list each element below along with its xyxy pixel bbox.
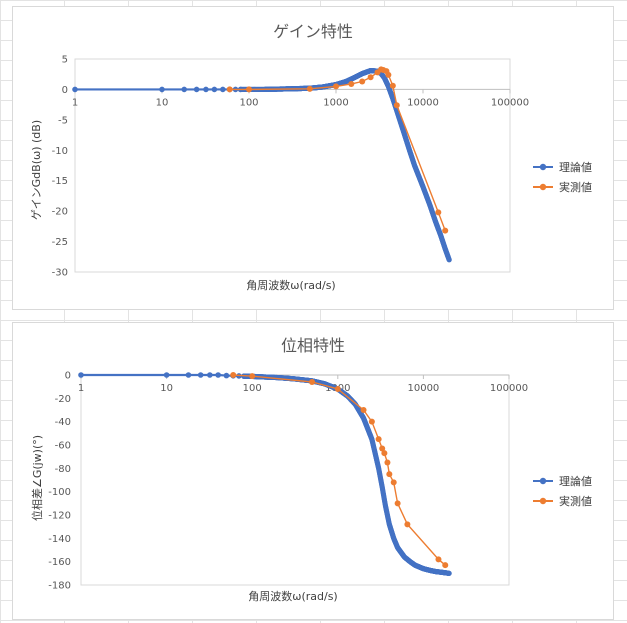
x-axis-label: 角周波数ω(rad/s) [248, 590, 337, 603]
y-tick-label: -15 [52, 176, 68, 187]
series-theory-point [203, 86, 209, 93]
x-tick-label: 10000 [407, 97, 439, 108]
series-measured-point [333, 83, 339, 90]
y-axis-label: ゲインGdB(ω) (dB) [30, 120, 43, 220]
chart-title: ゲイン特性 [273, 22, 353, 41]
series-measured-point [309, 379, 316, 385]
x-tick-label: 100000 [491, 97, 529, 108]
plot-area: 1101001000100001000000-20-40-60-80-100-1… [48, 371, 592, 592]
x-tick-label: 1 [72, 97, 78, 108]
y-tick-label: 0 [62, 85, 68, 96]
series-measured-point [442, 227, 449, 234]
series-measured-point [435, 556, 442, 563]
series-measured-point [385, 71, 392, 78]
y-tick-label: -80 [55, 464, 71, 475]
series-measured-point [386, 471, 393, 478]
y-tick-label: -160 [48, 557, 71, 568]
series-measured-line [229, 68, 446, 231]
series-measured-point [348, 80, 355, 87]
series-theory-point [446, 570, 452, 576]
legend-label: 理論値 [559, 160, 592, 174]
y-tick-label: -100 [48, 487, 71, 498]
legend-label: 理論値 [559, 474, 592, 488]
series-measured-point [334, 386, 341, 392]
legend-swatch-marker [539, 163, 547, 171]
legend-swatch-marker [539, 183, 547, 191]
series-measured-point [249, 373, 256, 380]
legend-label: 実測値 [559, 180, 592, 194]
y-axis-label: 位相差∠G(jw)(°) [30, 435, 44, 521]
series-theory-point [159, 86, 165, 93]
series-measured-point [367, 74, 374, 81]
series-theory-point [193, 86, 200, 93]
series-theory-point [207, 372, 213, 378]
x-tick-label: 100000 [490, 383, 528, 394]
series-theory-point [72, 86, 78, 93]
plot-area: 1 10 100 1000 10000 100000 5 0 -5 -10 -15 -20 -25 -30… [52, 55, 592, 279]
y-tick-label: -5 [58, 115, 68, 126]
series-measured-point [442, 562, 449, 569]
series-measured-point [381, 450, 388, 457]
y-tick-label: 0 [65, 371, 71, 382]
series-measured-point [390, 479, 397, 486]
y-tick-label: -10 [52, 146, 68, 157]
phase-chart-svg: 位相特性 1101001000100001000000-20-40-60-80-… [30, 336, 592, 603]
y-tick-label: -30 [52, 268, 68, 279]
series-theory-point [181, 86, 188, 93]
x-tick-label: 10 [156, 97, 169, 108]
x-tick-label: 10 [160, 383, 173, 394]
x-tick-label: 100 [239, 97, 258, 108]
y-tick-label: -25 [52, 237, 68, 248]
plot-border [80, 374, 510, 586]
gain-chart-svg: ゲイン特性 1 10 100 1000 10000 100000 5 0 -5 -10 -15 -20… [30, 22, 592, 292]
series-theory-point [163, 372, 170, 378]
series-measured-point [375, 436, 382, 443]
series-theory-point [215, 372, 221, 378]
y-tick-label: -140 [48, 534, 71, 545]
phase-chart[interactable]: 位相特性 1101001000100001000000-20-40-60-80-… [12, 322, 614, 620]
series-measured-line [233, 374, 446, 566]
x-tick-label: 1 [78, 383, 84, 394]
y-tick-label: -60 [55, 441, 71, 452]
series-measured-point [393, 102, 400, 109]
legend-swatch-marker [539, 497, 547, 505]
chart-title: 位相特性 [281, 336, 345, 355]
series-measured-point [394, 500, 401, 507]
y-tick-label: -180 [48, 581, 71, 592]
y-tick-label: -40 [55, 417, 71, 428]
y-tick-label: -120 [48, 511, 71, 522]
series-theory-point [197, 372, 204, 378]
series-measured-point [379, 445, 386, 452]
series-measured-point [384, 459, 391, 466]
legend-swatch-marker [539, 477, 547, 485]
series-theory-point [211, 86, 218, 93]
series-theory-point [220, 86, 226, 93]
series-theory-point [446, 257, 452, 263]
x-tick-label: 100 [243, 383, 262, 394]
x-tick-label: 1000 [323, 97, 348, 108]
gain-chart[interactable]: ゲイン特性 1 10 100 1000 10000 100000 5 0 -5 -10 -15 -20… [12, 6, 614, 310]
y-tick-label: 5 [62, 55, 68, 66]
x-axis-label: 角周波数ω(rad/s) [246, 279, 335, 292]
series-measured-point [435, 209, 442, 216]
series-theory-point [185, 372, 192, 378]
series-measured-point [360, 407, 367, 413]
series-measured-point [306, 85, 313, 92]
series-measured-point [404, 521, 411, 528]
series-theory-point [223, 372, 230, 379]
series-measured-point [226, 86, 233, 93]
series-measured-point [246, 86, 252, 93]
y-tick-label: -20 [55, 394, 71, 405]
series-measured-point [230, 372, 237, 378]
series-theory-point [78, 372, 84, 378]
y-tick-label: -20 [52, 207, 68, 218]
series-measured-point [368, 418, 375, 425]
series-measured-point [359, 78, 366, 85]
x-tick-label: 10000 [407, 383, 439, 394]
legend-label: 実測値 [559, 494, 592, 508]
series-measured-point [389, 82, 396, 89]
plot-border [74, 58, 511, 273]
